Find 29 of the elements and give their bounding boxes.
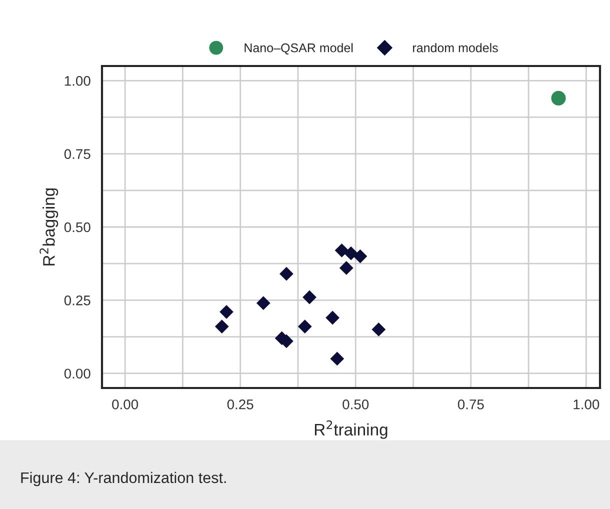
point	[280, 266, 294, 281]
point	[298, 320, 312, 334]
point	[220, 304, 234, 319]
y-tick-label: 0.75	[64, 149, 90, 159]
point	[256, 296, 270, 310]
x-tick-label: 0.75	[458, 399, 484, 410]
x-tick-label: 0.00	[112, 399, 138, 410]
point	[339, 261, 354, 275]
point	[330, 352, 344, 366]
y-tick-label: 0.00	[64, 368, 90, 379]
y-axis-title: R$^{2}$bagging	[40, 188, 58, 266]
legend-label: random models	[413, 43, 498, 52]
x-tick-label: 0.25	[227, 399, 254, 410]
caption: Figure 4: Y-randomization test.	[21, 472, 226, 486]
y-tick-label: 0.50	[64, 222, 90, 232]
point	[334, 243, 349, 258]
point	[353, 249, 368, 264]
point	[302, 290, 316, 304]
point	[551, 90, 566, 106]
point	[326, 310, 340, 325]
point	[344, 246, 358, 260]
point	[372, 322, 386, 336]
y-tick-label: 0.25	[64, 296, 90, 306]
x-tick-label: 1.00	[574, 399, 600, 410]
y-tick-label: 1.00	[64, 76, 90, 86]
point	[214, 320, 229, 334]
x-axis-title: R$^{2}$training	[314, 420, 388, 439]
x-tick-label: 0.50	[342, 399, 369, 410]
legend-label: Nano–QSAR model	[244, 43, 353, 55]
